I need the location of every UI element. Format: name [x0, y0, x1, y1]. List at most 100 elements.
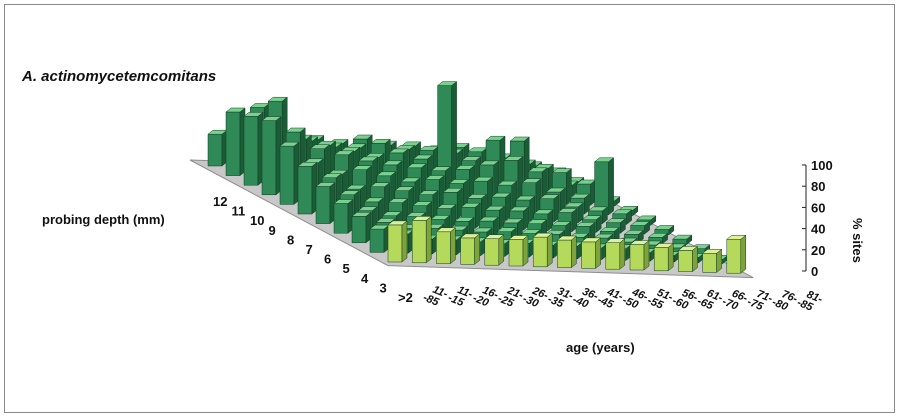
depth-tick-label: 10 — [250, 213, 264, 228]
bar-top-face — [267, 96, 288, 102]
bar — [484, 234, 505, 266]
bar-front-face — [629, 244, 645, 271]
bar-top-face — [701, 249, 723, 254]
age-tick-top-label: 51- — [655, 287, 675, 304]
bar-front-face — [243, 116, 259, 186]
bar — [672, 234, 693, 245]
bar — [261, 116, 282, 196]
bar-top-face — [599, 227, 620, 232]
x-axis-title: age (years) — [566, 340, 635, 355]
age-tick-bottom-label: -45 — [596, 294, 616, 311]
bar-side-face — [619, 238, 626, 270]
bar-top-face — [357, 206, 378, 211]
bar-top-face — [484, 234, 505, 239]
bar-top-face — [533, 209, 554, 215]
bar — [556, 235, 578, 269]
depth-tick-label: 4 — [361, 271, 369, 286]
age-tick: 71--75 — [745, 288, 774, 313]
depth-tick-label: 6 — [324, 252, 331, 267]
age-tick-bottom-label: -70 — [720, 296, 740, 313]
bar — [580, 237, 602, 269]
bar-top-face — [436, 204, 457, 209]
bar — [333, 198, 354, 234]
age-tick-bottom-label: -85 — [421, 292, 441, 309]
bar-top-face — [333, 199, 354, 204]
bar — [351, 211, 372, 244]
bar — [243, 111, 264, 186]
age-tick-bottom-label: -25 — [496, 293, 516, 310]
bar — [508, 234, 529, 267]
chart-title: A. actinomycetemcomitans — [21, 68, 216, 85]
bar-front-face — [508, 239, 524, 267]
bar-side-face — [498, 234, 505, 266]
bar-front-face — [261, 120, 277, 196]
bar — [436, 81, 458, 193]
z-tick-label: 20 — [811, 243, 825, 258]
age-tick: 41--45 — [596, 286, 625, 312]
bar-top-face — [352, 134, 373, 140]
age-tick-top-label: 16- — [481, 284, 501, 301]
bar-top-face — [527, 167, 548, 173]
bar-side-face — [595, 237, 601, 269]
bar-side-face — [608, 157, 614, 216]
bar-top-face — [382, 160, 403, 166]
depth-tick-label: 5 — [343, 261, 350, 276]
age-tick-bottom-label: -20 — [471, 292, 491, 309]
depth-tick-label: 12 — [213, 194, 227, 209]
bar-top-face — [593, 157, 615, 163]
bar — [387, 220, 408, 263]
bar-top-face — [394, 186, 415, 191]
bar — [297, 161, 318, 215]
bar-side-face — [522, 234, 529, 267]
bar-top-face — [418, 190, 439, 195]
bar-top-face — [369, 182, 391, 187]
age-tick-bottom-label: -50 — [621, 294, 641, 311]
bar-top-face — [485, 135, 506, 141]
bar-top-face — [351, 165, 373, 170]
bar-front-face — [726, 239, 742, 274]
bar-top-face — [484, 205, 506, 211]
depth-tick-label: 11 — [232, 204, 246, 219]
bar — [653, 242, 674, 272]
bar-top-face — [333, 150, 355, 156]
age-tick: 76--80 — [770, 288, 799, 313]
bar-top-face — [581, 215, 602, 220]
bar-top-face — [672, 234, 693, 240]
age-tick: 16--20 — [471, 284, 501, 309]
depth-tick-label: 7 — [306, 242, 313, 257]
age-tick-bottom-label: -85 — [795, 297, 815, 314]
bar-top-face — [442, 188, 463, 193]
bar-top-face — [508, 235, 529, 240]
z-axis-title: % sites — [850, 218, 865, 263]
bar-top-face — [508, 206, 530, 212]
bar — [605, 238, 626, 270]
bar — [629, 240, 650, 271]
bar-side-face — [667, 242, 674, 272]
bar-top-face — [629, 221, 651, 226]
bar-top-face — [400, 177, 421, 183]
bar-top-face — [551, 221, 572, 226]
bar-top-face — [677, 246, 699, 251]
z-axis: 0 20 40 60 80 100 — [802, 158, 833, 279]
age-tick-top-label: 21- — [505, 284, 525, 302]
age-tick-bottom-label: -40 — [571, 294, 591, 311]
z-tick-label: 40 — [811, 222, 825, 237]
bar-top-face — [411, 216, 432, 221]
bar-top-face — [496, 227, 517, 232]
bar-top-face — [472, 227, 493, 233]
bar — [459, 233, 481, 265]
bar-top-face — [575, 222, 596, 227]
age-tick-bottom-label: -15 — [446, 292, 466, 309]
bar-front-face — [484, 238, 500, 266]
bar-top-face — [285, 127, 306, 133]
bars — [207, 81, 747, 274]
bar-top-face — [557, 208, 578, 213]
bar-top-face — [424, 175, 445, 180]
bar — [207, 129, 228, 167]
bar-top-face — [315, 182, 336, 187]
bar-top-face — [466, 194, 488, 199]
age-tick: 11--15 — [446, 284, 474, 309]
age-tick: 51--55 — [646, 287, 675, 312]
bar-top-face — [653, 243, 674, 248]
bar-top-face — [297, 162, 318, 167]
